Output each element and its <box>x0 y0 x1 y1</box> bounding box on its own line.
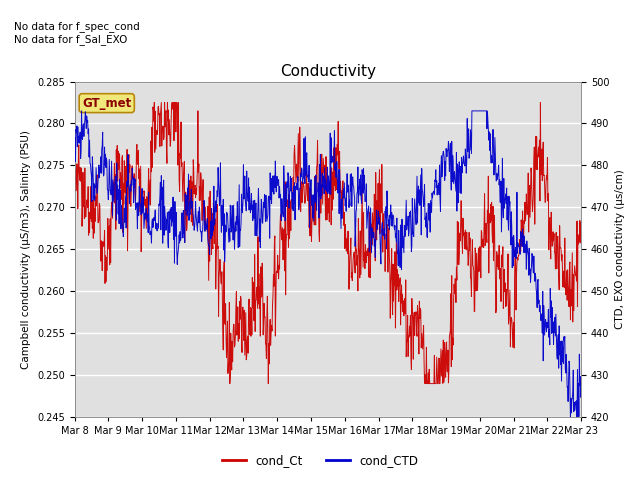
Title: Conductivity: Conductivity <box>280 64 376 79</box>
Text: GT_met: GT_met <box>82 96 131 109</box>
Y-axis label: Campbell conductivity (μS/m3), Salinity (PSU): Campbell conductivity (μS/m3), Salinity … <box>21 130 31 369</box>
Y-axis label: CTD, EXO conductivity (μs/cm): CTD, EXO conductivity (μs/cm) <box>615 169 625 329</box>
Text: No data for f_spec_cond
No data for f_Sal_EXO: No data for f_spec_cond No data for f_Sa… <box>13 21 140 45</box>
Legend: cond_Ct, cond_CTD: cond_Ct, cond_CTD <box>217 449 423 472</box>
